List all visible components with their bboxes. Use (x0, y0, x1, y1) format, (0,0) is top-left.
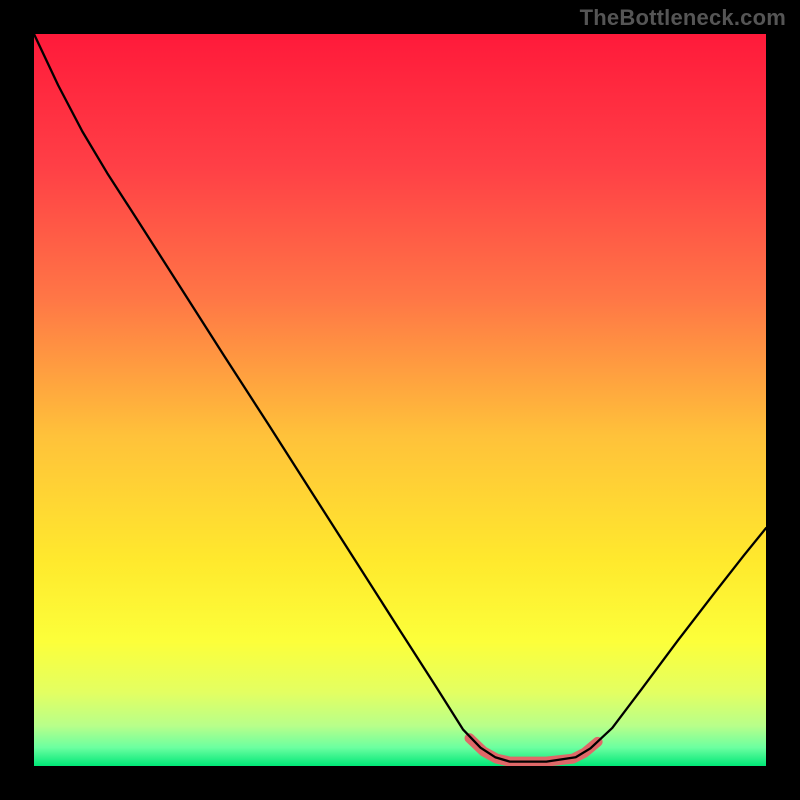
bottleneck-curve (34, 34, 766, 762)
watermark-text: TheBottleneck.com (580, 5, 786, 31)
highlight-segment (470, 738, 598, 761)
chart-plot-area (34, 34, 766, 766)
curve-layer (34, 34, 766, 766)
